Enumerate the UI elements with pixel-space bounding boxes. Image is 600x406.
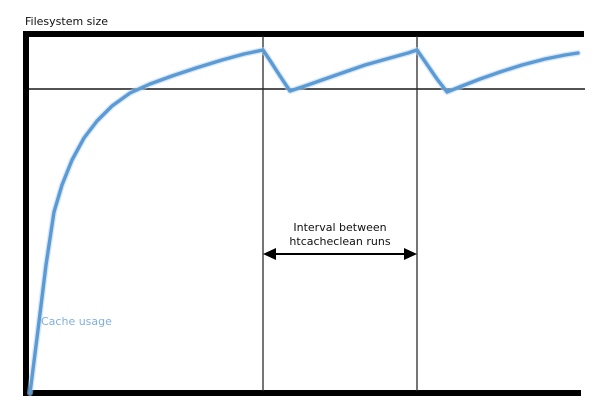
interval-label-line-2: htcacheclean runs — [289, 235, 390, 248]
filesystem-size-label: Filesystem size — [25, 15, 108, 28]
cache-usage-label: Cache usage — [41, 315, 112, 328]
interval-label-line-1: Interval between — [293, 221, 386, 234]
interval-arrow-head-left — [263, 248, 276, 260]
interval-arrow-head-right — [404, 248, 417, 260]
cache-usage-curve — [28, 48, 580, 395]
